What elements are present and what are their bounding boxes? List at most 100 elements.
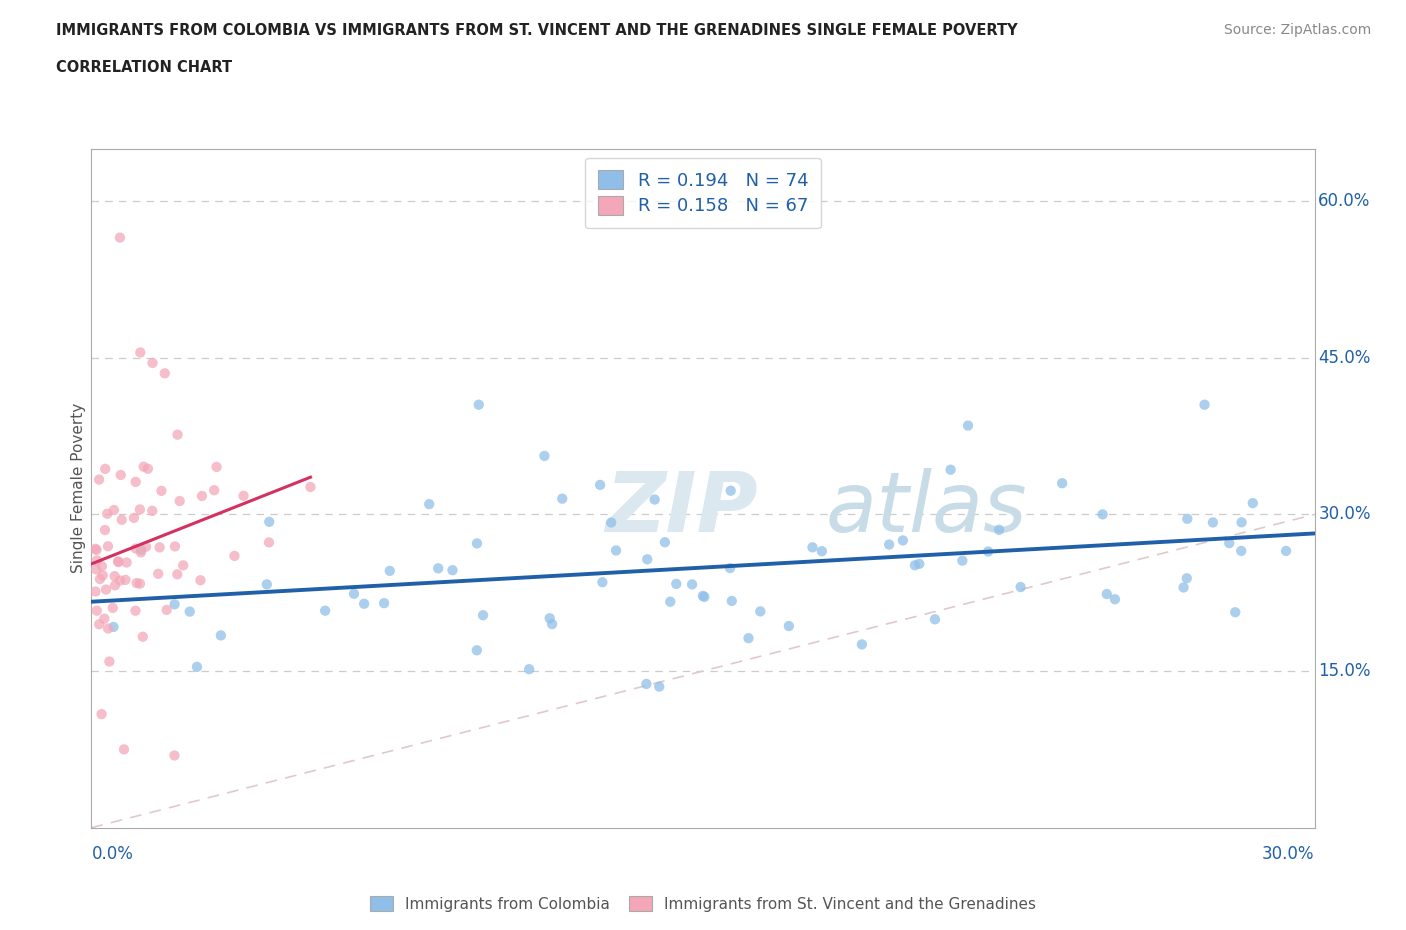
Point [600,515,623,530]
Point [112,742,135,757]
Point [205,459,228,474]
Point [720,593,742,608]
Text: 15.0%: 15.0% [1319,662,1371,680]
Point [343,586,366,601]
Point [441,563,464,578]
Point [693,590,716,604]
Point [89,572,111,587]
Legend: Immigrants from Colombia, Immigrants from St. Vincent and the Grenadines: Immigrants from Colombia, Immigrants fro… [364,889,1042,918]
Point [124,604,146,618]
Point [256,577,278,591]
Text: CORRELATION CHART: CORRELATION CHART [56,60,232,75]
Point [908,556,931,571]
Text: IMMIGRANTS FROM COLOMBIA VS IMMIGRANTS FROM ST. VINCENT AND THE GRENADINES SINGL: IMMIGRANTS FROM COLOMBIA VS IMMIGRANTS F… [56,23,1018,38]
Point [141,355,163,370]
Point [108,573,131,588]
Point [98,654,121,669]
Point [108,230,131,245]
Point [86,542,108,557]
Point [353,596,375,611]
Point [232,488,254,503]
Y-axis label: Single Female Poverty: Single Female Poverty [70,403,86,574]
Point [1275,543,1298,558]
Text: ZIP: ZIP [605,468,758,549]
Point [104,569,127,584]
Point [605,543,627,558]
Point [427,561,450,576]
Point [125,576,148,591]
Point [97,538,120,553]
Point [128,502,150,517]
Text: 0.0%: 0.0% [91,844,134,863]
Point [132,459,155,474]
Point [135,539,157,554]
Point [125,474,148,489]
Point [299,480,322,495]
Point [163,539,186,554]
Point [101,601,124,616]
Point [1230,515,1253,530]
Point [103,619,125,634]
Point [681,577,703,591]
Point [1230,543,1253,558]
Point [811,544,834,559]
Text: 45.0%: 45.0% [1319,349,1371,366]
Point [129,577,152,591]
Point [636,551,658,566]
Point [988,523,1011,538]
Point [86,604,108,618]
Point [191,488,214,503]
Point [186,659,208,674]
Point [778,618,800,633]
Point [950,553,973,568]
Point [132,630,155,644]
Point [94,461,117,476]
Point [538,611,561,626]
Point [93,611,115,626]
Text: 30.0%: 30.0% [1319,505,1371,524]
Point [467,397,491,412]
Text: 30.0%: 30.0% [1263,844,1315,863]
Point [129,545,152,560]
Point [551,491,574,506]
Point [533,448,555,463]
Point [163,597,186,612]
Point [939,462,962,477]
Point [190,573,212,588]
Point [84,584,107,599]
Text: 60.0%: 60.0% [1319,192,1371,210]
Point [1104,591,1126,606]
Point [851,637,873,652]
Point [87,472,110,487]
Point [156,603,179,618]
Point [1175,512,1198,526]
Point [86,553,108,568]
Point [107,554,129,569]
Point [720,484,742,498]
Point [648,679,671,694]
Point [1225,604,1247,619]
Point [94,582,117,597]
Point [89,617,111,631]
Point [166,427,188,442]
Point [94,523,117,538]
Point [665,577,688,591]
Point [91,568,114,583]
Point [591,575,613,590]
Point [96,506,118,521]
Point [115,555,138,570]
Point [1194,397,1216,412]
Legend: R = 0.194   N = 74, R = 0.158   N = 67: R = 0.194 N = 74, R = 0.158 N = 67 [585,158,821,228]
Point [877,538,900,552]
Point [904,558,927,573]
Point [418,497,440,512]
Point [114,573,136,588]
Point [110,468,132,483]
Point [136,461,159,476]
Point [104,578,127,592]
Text: atlas: atlas [825,468,1026,549]
Point [179,604,201,619]
Point [891,533,914,548]
Point [977,544,1000,559]
Point [956,418,979,433]
